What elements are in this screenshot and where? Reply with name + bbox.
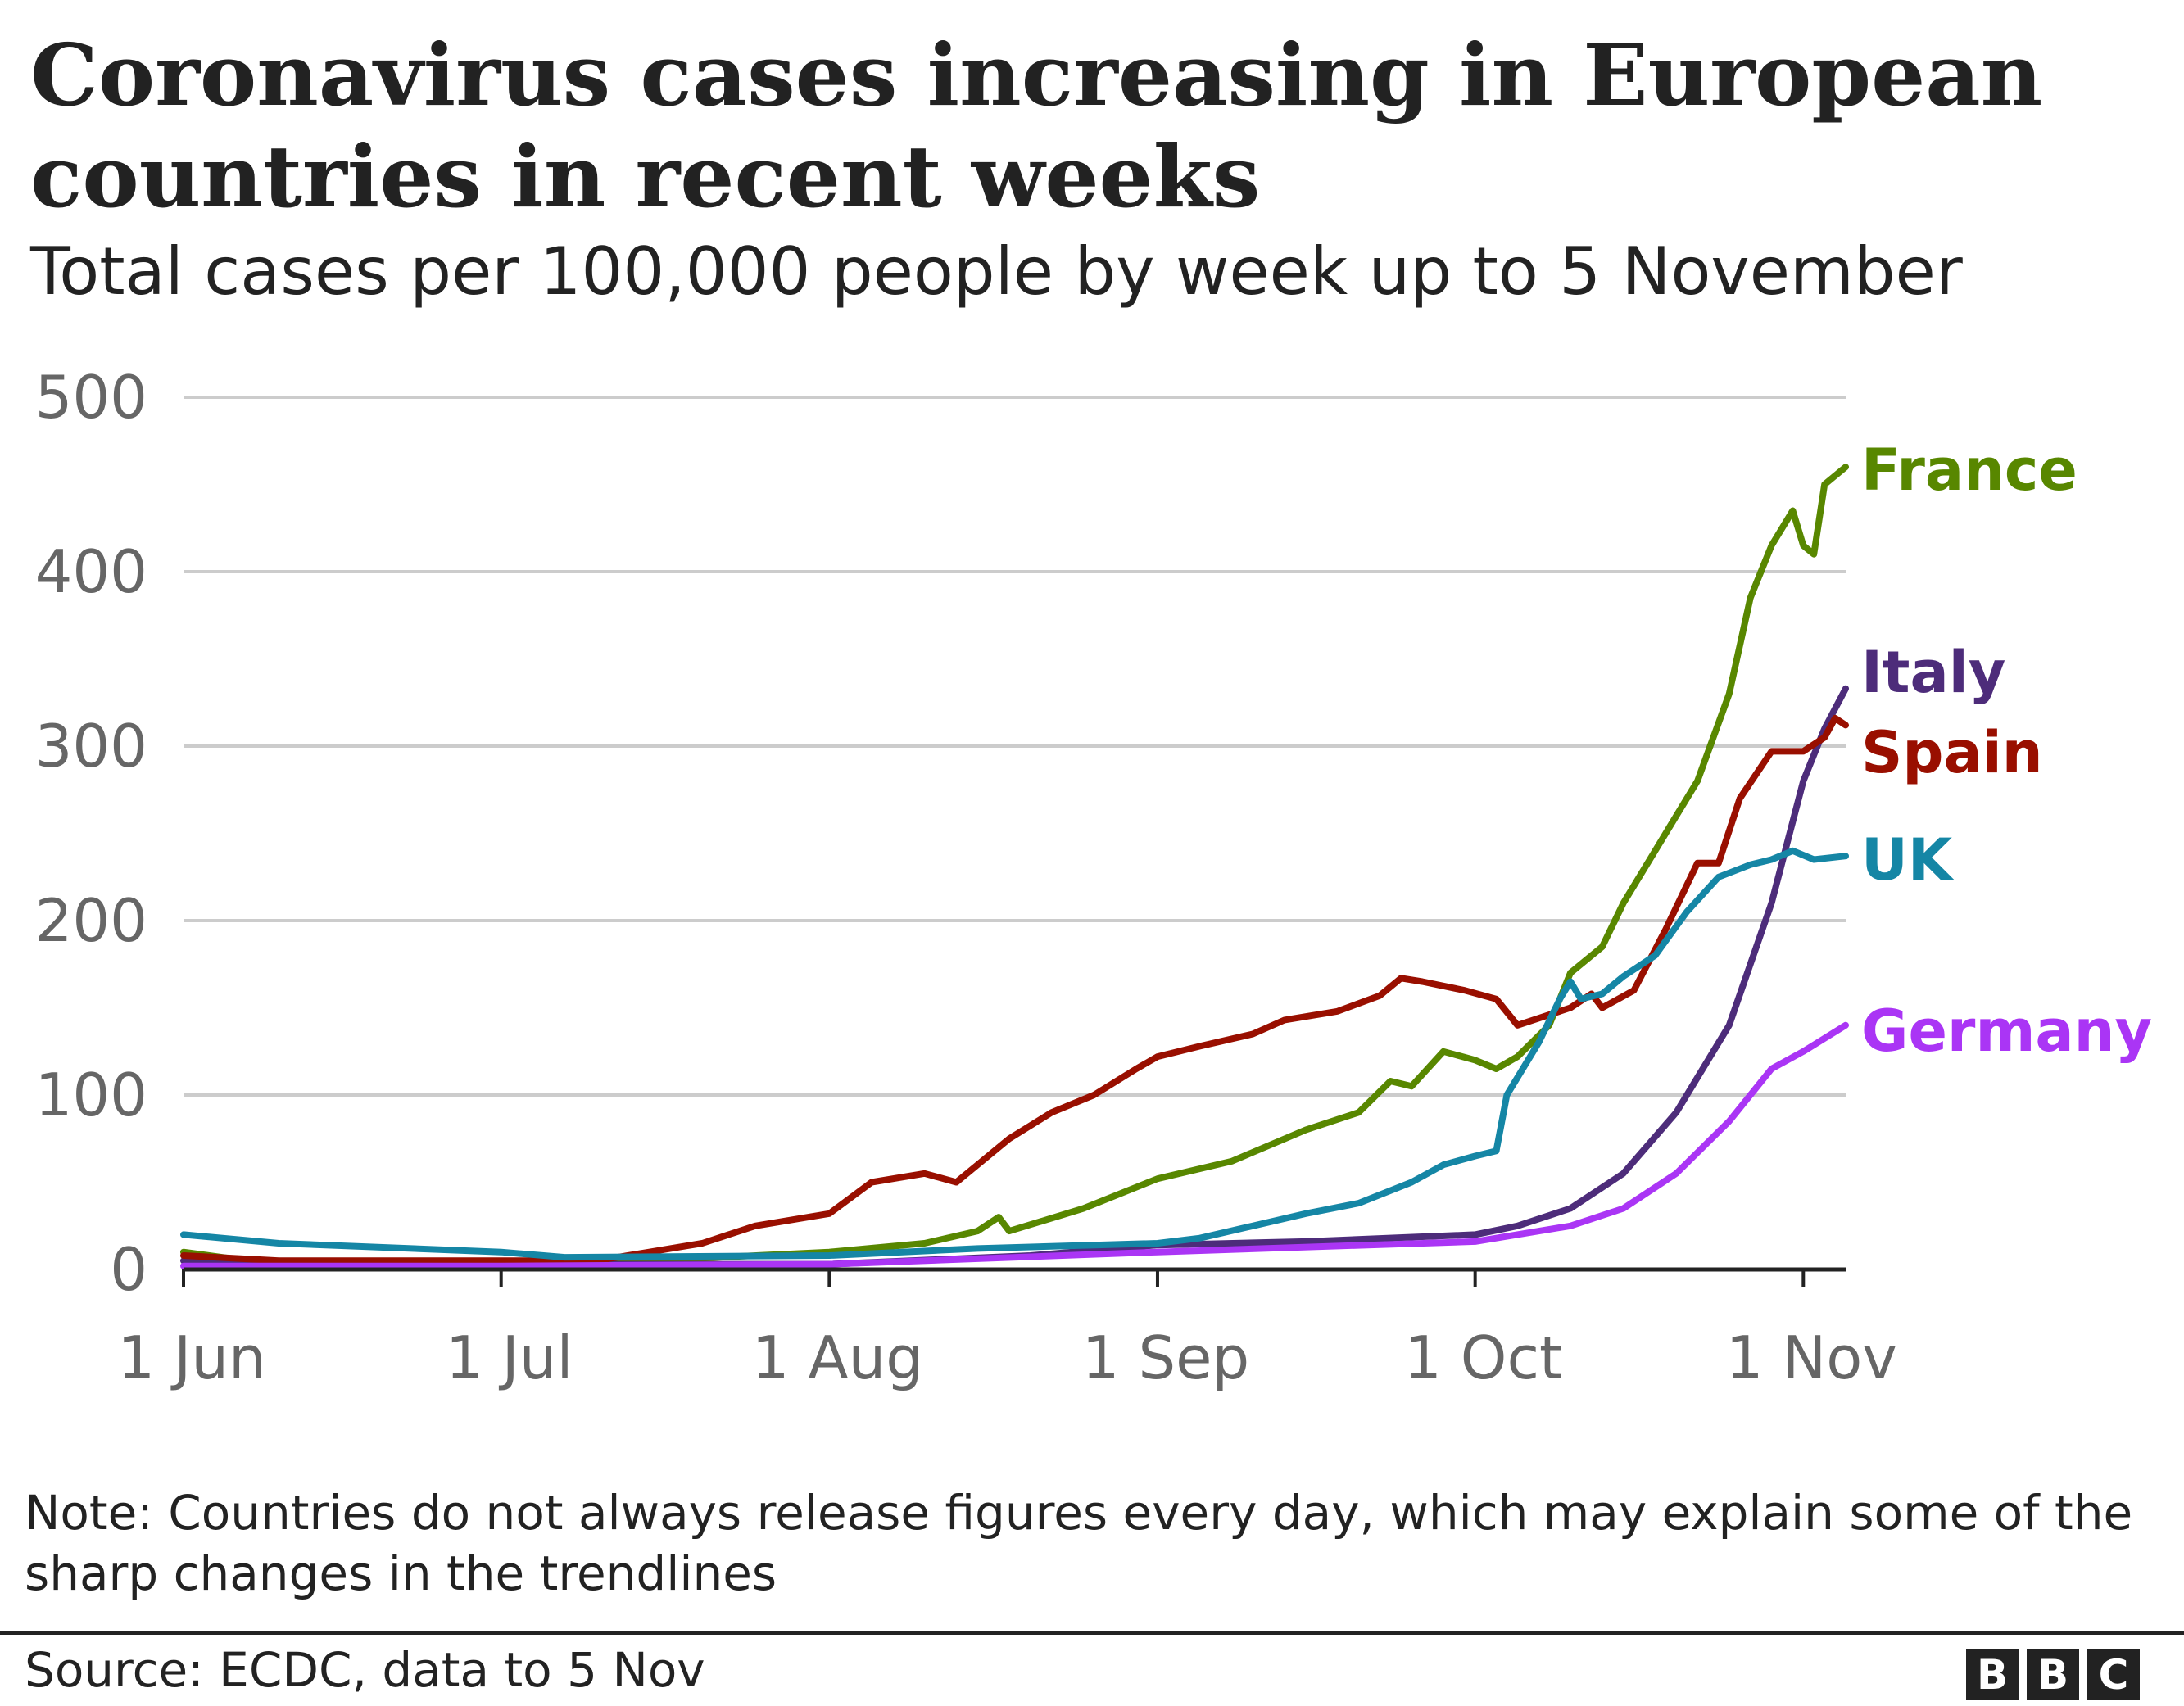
series-line-germany <box>180 1021 1849 1269</box>
y-tick-label: 0 <box>110 1235 147 1304</box>
chart-subtitle: Total cases per 100,000 people by week u… <box>30 233 1963 310</box>
y-tick-label: 300 <box>35 712 147 781</box>
y-tick-label: 200 <box>35 886 147 955</box>
footer-divider <box>0 1631 2184 1635</box>
series-label-france: France <box>1861 437 2078 504</box>
x-tick-label: 1 Jun <box>117 1324 265 1392</box>
series-line-uk <box>180 847 1849 1261</box>
source-text: Source: ECDC, data to 5 Nov <box>25 1642 705 1698</box>
x-tick-label: 1 Nov <box>1726 1324 1897 1392</box>
series-line-spain <box>180 714 1849 1265</box>
y-tick-label: 400 <box>35 537 147 606</box>
y-tick-label: 100 <box>35 1061 147 1129</box>
x-tick-label: 1 Oct <box>1404 1324 1562 1392</box>
series-label-spain: Spain <box>1861 719 2043 786</box>
series-label-italy: Italy <box>1861 639 2005 706</box>
chart-title: Coronavirus cases increasing in European… <box>30 25 2043 227</box>
series-label-germany: Germany <box>1861 998 2152 1065</box>
x-tick-label: 1 Jul <box>446 1324 573 1392</box>
series-line-italy <box>180 685 1849 1268</box>
x-tick-label: 1 Aug <box>752 1324 923 1392</box>
series-line-france <box>180 464 1849 1268</box>
x-tick-label: 1 Sep <box>1082 1324 1249 1392</box>
y-tick-label: 500 <box>35 363 147 432</box>
series-label-uk: UK <box>1861 826 1955 894</box>
chart-note: Note: Countries do not always release fi… <box>25 1485 2133 1601</box>
